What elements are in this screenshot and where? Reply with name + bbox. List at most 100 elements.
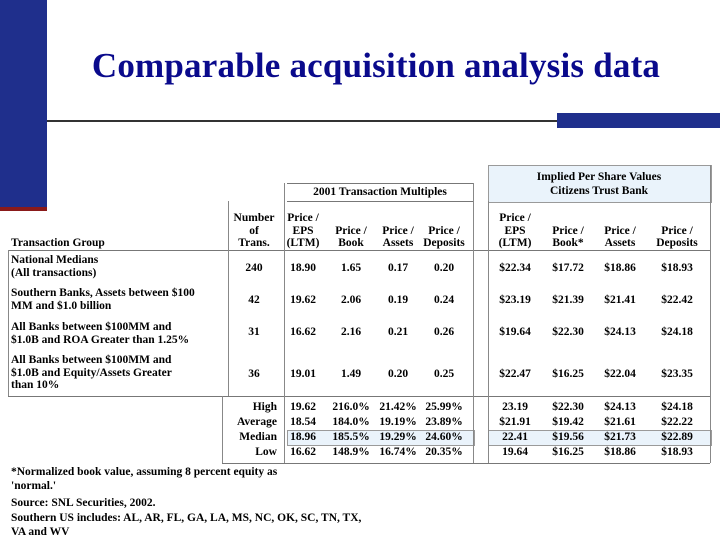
implied-value: $21.39 bbox=[552, 294, 584, 306]
multiple-value: 0.25 bbox=[433, 368, 455, 380]
stat-multiple-value: 24.60% bbox=[425, 431, 463, 443]
stat-multiple-value: 185.5% bbox=[332, 431, 370, 443]
number-column-header: of bbox=[249, 224, 259, 237]
implied-column-header: Price / bbox=[661, 224, 693, 237]
stat-multiple-value: 216.0% bbox=[332, 401, 370, 413]
stat-implied-value: 22.41 bbox=[502, 431, 528, 443]
transaction-group-label: (All transactions) bbox=[11, 266, 97, 279]
stat-multiple-value: 18.54 bbox=[290, 416, 316, 428]
implied-header-box bbox=[488, 165, 712, 203]
implied-value: $24.18 bbox=[661, 326, 693, 338]
transaction-group-label: All Banks between $100MM and bbox=[11, 354, 172, 366]
multiples-column-header: EPS bbox=[292, 224, 314, 237]
group-column-header: Transaction Group bbox=[11, 237, 105, 249]
implied-value: $18.86 bbox=[604, 262, 636, 274]
multiples-column-header: Price / bbox=[428, 224, 460, 237]
multiple-value: 19.62 bbox=[290, 294, 316, 306]
implied-value: $22.34 bbox=[499, 262, 531, 274]
rule-left-edge bbox=[8, 250, 9, 396]
stat-label: Average bbox=[236, 416, 277, 428]
stat-implied-value: $19.56 bbox=[552, 431, 584, 443]
multiple-value: 0.20 bbox=[433, 262, 455, 274]
implied-column-header: Price / bbox=[499, 212, 531, 224]
multiple-value: 0.21 bbox=[387, 326, 409, 338]
rule-stats-left bbox=[222, 396, 223, 463]
multiples-column-header: Price / bbox=[382, 224, 414, 237]
rule-right-edge bbox=[710, 165, 711, 463]
rule-header-bottom bbox=[8, 250, 710, 251]
transaction-count: 36 bbox=[248, 368, 260, 380]
stat-implied-value: $22.22 bbox=[661, 416, 693, 428]
footnote: *Normalized book value, assuming 8 perce… bbox=[11, 466, 278, 478]
multiples-column-header: (LTM) bbox=[286, 237, 320, 249]
transaction-group-label: MM and $1.0 billion bbox=[11, 299, 112, 312]
stat-implied-value: $18.86 bbox=[604, 446, 636, 458]
rule-group-divider bbox=[228, 201, 229, 396]
implied-value: $23.19 bbox=[499, 294, 531, 306]
rule-multiples-top bbox=[287, 183, 473, 184]
stat-implied-value: $16.25 bbox=[552, 446, 584, 458]
slide-title: Comparable acquisition analysis data bbox=[91, 46, 661, 85]
stat-implied-value: $21.91 bbox=[499, 416, 531, 428]
stat-implied-value: 19.64 bbox=[502, 446, 528, 458]
median-highlight-left bbox=[287, 430, 475, 446]
stat-multiple-value: 148.9% bbox=[332, 446, 370, 458]
multiple-value: 16.62 bbox=[290, 326, 316, 338]
stat-multiple-value: 25.99% bbox=[425, 401, 463, 413]
transaction-group-label: National Medians bbox=[11, 254, 99, 266]
transaction-count: 42 bbox=[248, 294, 260, 306]
rule-multiples-sub bbox=[287, 201, 473, 202]
multiple-value: 2.06 bbox=[340, 294, 362, 306]
implied-value: $19.64 bbox=[499, 326, 531, 338]
multiples-column-header: Book bbox=[338, 237, 364, 249]
implied-value: $16.25 bbox=[552, 368, 584, 380]
rule-stats-bottom bbox=[222, 463, 710, 464]
multiple-value: 1.49 bbox=[340, 368, 362, 380]
stat-implied-value: $21.73 bbox=[604, 431, 636, 443]
stat-implied-value: $18.93 bbox=[661, 446, 693, 458]
transaction-group-label: $1.0B and ROA Greater than 1.25% bbox=[11, 333, 190, 346]
implied-value: $22.42 bbox=[661, 294, 693, 306]
stat-label: High bbox=[252, 401, 277, 413]
implied-column-header: Assets bbox=[604, 237, 636, 249]
stat-multiple-value: 19.62 bbox=[290, 401, 316, 413]
stat-implied-value: 23.19 bbox=[502, 401, 528, 413]
stat-implied-value: $22.30 bbox=[552, 401, 584, 413]
footnote: Source: SNL Securities, 2002. bbox=[11, 497, 156, 509]
stat-implied-value: $22.89 bbox=[661, 431, 693, 443]
stat-multiple-value: 19.19% bbox=[379, 416, 417, 428]
multiple-value: 2.16 bbox=[340, 326, 362, 338]
footnote: Southern US includes: AL, AR, FL, GA, LA… bbox=[11, 512, 362, 524]
multiple-value: 0.19 bbox=[387, 294, 409, 306]
stat-multiple-value: 184.0% bbox=[332, 416, 370, 428]
transaction-group-label: $1.0B and Equity/Assets Greater bbox=[11, 366, 172, 379]
implied-header-line2: Citizens Trust Bank bbox=[550, 185, 648, 197]
implied-value: $23.35 bbox=[661, 368, 693, 380]
stat-implied-value: $21.61 bbox=[604, 416, 636, 428]
implied-value: $18.93 bbox=[661, 262, 693, 274]
rule-number-divider bbox=[284, 183, 285, 463]
multiple-value: 0.20 bbox=[387, 368, 409, 380]
accent-bar-right bbox=[557, 113, 720, 128]
implied-column-header: Book* bbox=[552, 237, 584, 249]
title-underline bbox=[47, 120, 557, 122]
implied-column-header: Price / bbox=[552, 224, 584, 237]
transaction-group-label: than 10% bbox=[11, 379, 60, 391]
implied-value: $21.41 bbox=[604, 294, 636, 306]
accent-bar-left-shadow bbox=[0, 207, 47, 211]
multiples-header: 2001 Transaction Multiples bbox=[313, 186, 447, 198]
multiples-column-header: Price / bbox=[335, 224, 367, 237]
implied-value: $22.30 bbox=[552, 326, 584, 338]
footnote: 'normal.' bbox=[11, 480, 57, 492]
implied-value: $22.04 bbox=[604, 368, 636, 380]
stat-implied-value: $24.13 bbox=[604, 401, 636, 413]
stat-multiple-value: 16.62 bbox=[290, 446, 316, 458]
implied-column-header: (LTM) bbox=[498, 237, 532, 249]
implied-column-header: EPS bbox=[504, 224, 526, 237]
rule-multiples-divider bbox=[473, 183, 474, 463]
implied-value: $22.47 bbox=[499, 368, 531, 380]
number-column-header: Trans. bbox=[238, 237, 270, 249]
multiple-value: 0.24 bbox=[433, 294, 455, 306]
multiple-value: 0.26 bbox=[433, 326, 455, 338]
implied-column-header: Price / bbox=[604, 224, 636, 237]
